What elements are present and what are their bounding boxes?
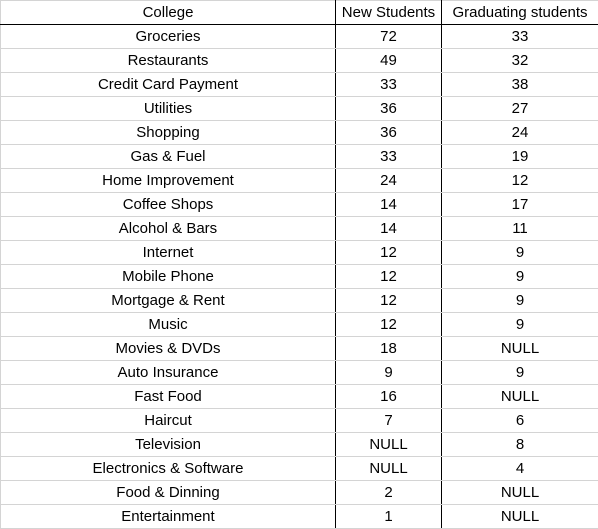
cell-graduating-students[interactable]: 38 [442,73,598,97]
cell-new-students[interactable]: NULL [336,433,442,457]
cell-college[interactable]: Fast Food [1,385,336,409]
cell-graduating-students[interactable]: NULL [442,337,598,361]
header-row: College New Students Graduating students [1,1,598,25]
cell-college[interactable]: Television [1,433,336,457]
cell-graduating-students[interactable]: 9 [442,313,598,337]
cell-new-students[interactable]: 7 [336,409,442,433]
cell-college[interactable]: Electronics & Software [1,457,336,481]
cell-new-students[interactable]: 14 [336,217,442,241]
cell-graduating-students[interactable]: 12 [442,169,598,193]
cell-college[interactable]: Movies & DVDs [1,337,336,361]
cell-college[interactable]: Shopping [1,121,336,145]
cell-new-students[interactable]: 12 [336,241,442,265]
cell-new-students[interactable]: 2 [336,481,442,505]
cell-graduating-students[interactable]: 6 [442,409,598,433]
cell-new-students[interactable]: 12 [336,289,442,313]
header-graduating-students[interactable]: Graduating students [442,1,598,25]
cell-college[interactable]: Mobile Phone [1,265,336,289]
cell-new-students[interactable]: 18 [336,337,442,361]
cell-college[interactable]: Internet [1,241,336,265]
cell-graduating-students[interactable]: 9 [442,265,598,289]
cell-college[interactable]: Music [1,313,336,337]
cell-graduating-students[interactable]: 9 [442,241,598,265]
cell-new-students[interactable]: 49 [336,49,442,73]
cell-graduating-students[interactable]: 27 [442,97,598,121]
cell-college[interactable]: Restaurants [1,49,336,73]
cell-college[interactable]: Food & Dinning [1,481,336,505]
cell-new-students[interactable]: 16 [336,385,442,409]
cell-college[interactable]: Auto Insurance [1,361,336,385]
cell-college[interactable]: Utilities [1,97,336,121]
cell-college[interactable]: Alcohol & Bars [1,217,336,241]
cell-college[interactable]: Haircut [1,409,336,433]
cell-college[interactable]: Gas & Fuel [1,145,336,169]
cell-college[interactable]: Coffee Shops [1,193,336,217]
cell-new-students[interactable]: 72 [336,25,442,49]
cell-graduating-students[interactable]: NULL [442,481,598,505]
cell-new-students[interactable]: NULL [336,457,442,481]
cell-new-students[interactable]: 33 [336,145,442,169]
cell-graduating-students[interactable]: 32 [442,49,598,73]
cell-new-students[interactable]: 36 [336,121,442,145]
cell-new-students[interactable]: 12 [336,313,442,337]
cell-graduating-students[interactable]: 9 [442,289,598,313]
cell-college[interactable]: Entertainment [1,505,336,529]
cell-graduating-students[interactable]: 11 [442,217,598,241]
cell-new-students[interactable]: 14 [336,193,442,217]
cell-graduating-students[interactable]: NULL [442,505,598,529]
cell-college[interactable]: Home Improvement [1,169,336,193]
cell-college[interactable]: Mortgage & Rent [1,289,336,313]
cell-new-students[interactable]: 33 [336,73,442,97]
cell-college[interactable]: Credit Card Payment [1,73,336,97]
cell-new-students[interactable]: 12 [336,265,442,289]
cell-new-students[interactable]: 36 [336,97,442,121]
cell-new-students[interactable]: 1 [336,505,442,529]
cell-graduating-students[interactable]: NULL [442,385,598,409]
cell-graduating-students[interactable]: 9 [442,361,598,385]
header-new-students[interactable]: New Students [336,1,442,25]
cell-college[interactable]: Groceries [1,25,336,49]
header-college[interactable]: College [1,1,336,25]
table-header: College New Students Graduating students [1,1,598,25]
cell-graduating-students[interactable]: 8 [442,433,598,457]
cell-graduating-students[interactable]: 4 [442,457,598,481]
cell-graduating-students[interactable]: 33 [442,25,598,49]
cell-graduating-students[interactable]: 24 [442,121,598,145]
cell-graduating-students[interactable]: 17 [442,193,598,217]
cell-graduating-students[interactable]: 19 [442,145,598,169]
cell-new-students[interactable]: 9 [336,361,442,385]
cell-new-students[interactable]: 24 [336,169,442,193]
